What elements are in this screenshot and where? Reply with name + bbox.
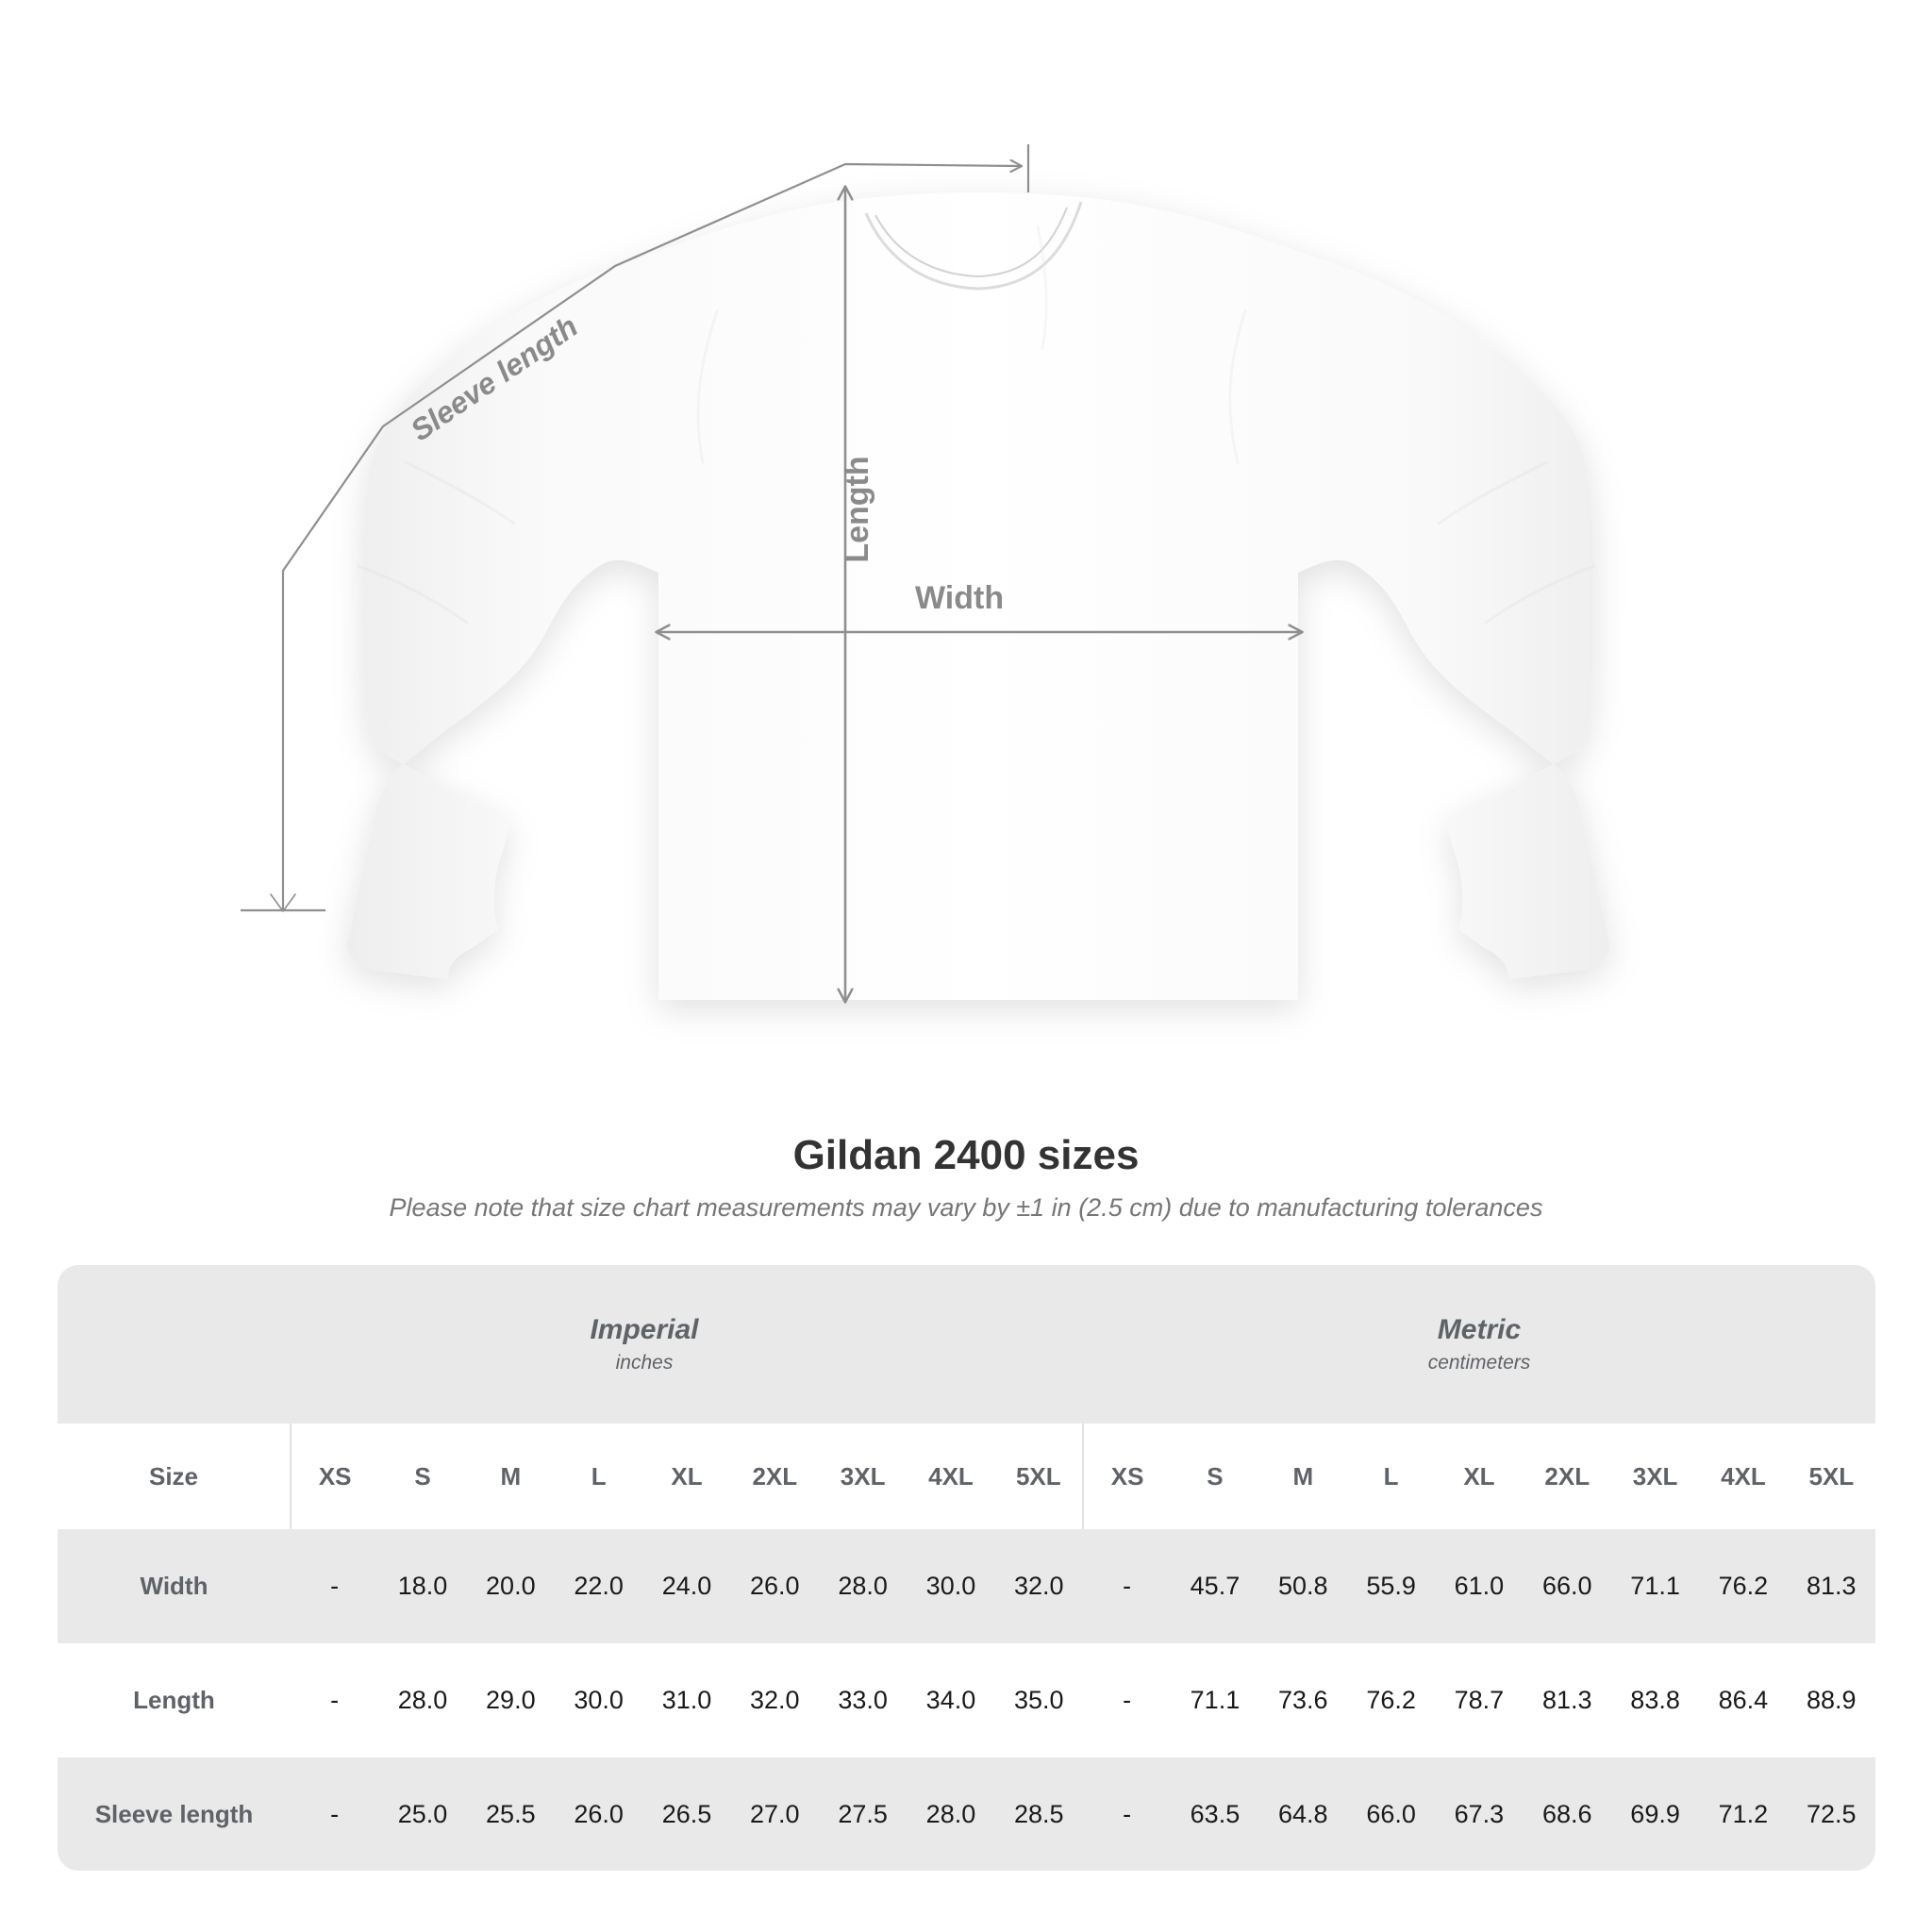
svg-text:Width: Width <box>915 580 1004 616</box>
svg-text:Length: Length <box>840 456 875 562</box>
